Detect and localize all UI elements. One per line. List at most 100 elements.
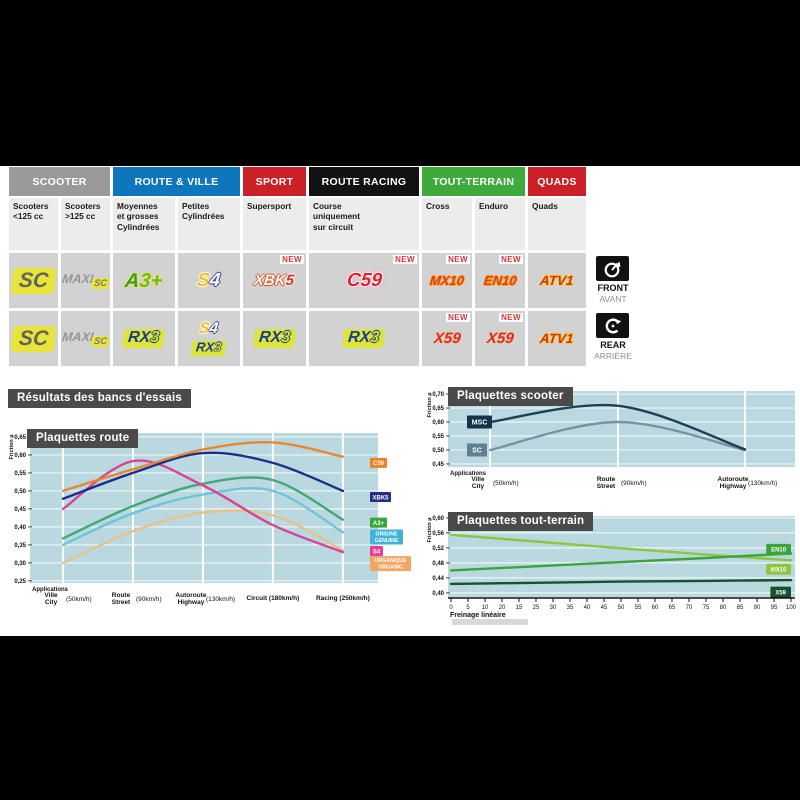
- product-logo-rx3: RX3: [191, 340, 227, 357]
- svg-text:0,30: 0,30: [14, 561, 26, 567]
- category-header: TOUT-TERRAIN: [422, 167, 525, 196]
- svg-text:0,45: 0,45: [14, 507, 26, 513]
- svg-text:MX10: MX10: [771, 568, 787, 574]
- svg-text:Autoroute: Autoroute: [175, 592, 206, 599]
- product-logo-xbk5: XBK5: [253, 272, 296, 289]
- svg-text:45: 45: [601, 605, 608, 611]
- svg-text:10: 10: [482, 605, 489, 611]
- product-cell: NEW EN10: [475, 253, 525, 308]
- product-logo-s4: S4: [196, 270, 222, 291]
- product-cell: NEW X59: [475, 311, 525, 366]
- product-cell: ATV1: [528, 253, 586, 308]
- svg-text:XBK5: XBK5: [372, 495, 389, 501]
- product-cell: RX3: [243, 311, 306, 366]
- rear-caliper-icon: [596, 313, 629, 338]
- front-products-row: SC MAXISC A3+ S4 NEW XBK5 NEW C59 NEW MX10 NEW EN10…: [9, 253, 586, 308]
- svg-text:0,60: 0,60: [14, 453, 26, 459]
- product-logo-a3: A3+: [124, 269, 164, 292]
- front-disc-icon: [596, 256, 629, 281]
- svg-text:Route: Route: [112, 592, 131, 599]
- category-header: SCOOTER: [9, 167, 110, 196]
- product-cell: NEW C59: [309, 253, 419, 308]
- svg-text:0: 0: [449, 605, 453, 611]
- product-cell: S4 RX3: [178, 311, 240, 366]
- svg-text:Ville: Ville: [471, 476, 485, 483]
- svg-text:95: 95: [771, 605, 778, 611]
- svg-text:0,40: 0,40: [432, 591, 444, 597]
- svg-text:(50km/h): (50km/h): [66, 596, 92, 603]
- svg-text:0,35: 0,35: [14, 543, 26, 549]
- svg-text:Street: Street: [112, 599, 131, 606]
- rear-products-row: SC MAXISC RX3 S4 RX3 RX3 RX3 NEW X59 NEW X59 ATV1: [9, 311, 586, 366]
- product-logo-sc: SC: [10, 267, 57, 294]
- svg-text:100: 100: [786, 605, 797, 611]
- svg-text:0,65: 0,65: [432, 406, 444, 412]
- product-logo-x59: X59: [432, 330, 462, 347]
- subcategory-row: Scooters <125 cc Scooters >125 cc Moyennes…: [9, 198, 586, 250]
- product-cell: A3+: [113, 253, 175, 308]
- route-friction-chart: 0,65 0,60 0,55 0,50 0,45 0,40 0,35 0,30 0,25 Fric…: [9, 433, 411, 606]
- svg-text:GENUINE: GENUINE: [375, 538, 399, 544]
- product-logo-atv1: ATV1: [539, 272, 575, 288]
- product-logo-sc: SC: [10, 325, 57, 352]
- svg-text:0,60: 0,60: [432, 420, 444, 426]
- product-cell: NEW MX10: [422, 253, 472, 308]
- svg-text:Circuit (180km/h): Circuit (180km/h): [247, 595, 300, 602]
- product-cell: ATV1: [528, 311, 586, 366]
- svg-text:0,55: 0,55: [14, 471, 26, 477]
- svg-text:Racing (250km/h): Racing (250km/h): [316, 595, 370, 602]
- svg-text:35: 35: [567, 605, 574, 611]
- offroad-chart-title: Plaquettes tout-terrain: [448, 512, 594, 531]
- svg-text:Autoroute: Autoroute: [718, 476, 749, 483]
- svg-text:Friction µ: Friction µ: [427, 518, 433, 543]
- route-chart-title: Plaquettes route: [27, 429, 139, 448]
- svg-text:0,55: 0,55: [432, 434, 444, 440]
- svg-text:0,65: 0,65: [14, 435, 26, 441]
- product-logo-s4: S4: [198, 319, 220, 338]
- svg-text:65: 65: [669, 605, 676, 611]
- svg-text:25: 25: [533, 605, 540, 611]
- front-label: FRONT: [597, 283, 629, 293]
- product-cell: SC: [9, 253, 58, 308]
- svg-text:C59: C59: [373, 461, 385, 467]
- subcategory-cell: Enduro: [475, 198, 525, 250]
- position-badges: FRONT AVANT REAR ARRIÈRE: [594, 256, 632, 370]
- product-logo-maxisc: MAXISC: [61, 272, 110, 289]
- svg-text:A3+: A3+: [373, 521, 385, 527]
- product-cell: MAXISC: [61, 311, 110, 366]
- rear-label: REAR: [600, 340, 626, 350]
- svg-text:40: 40: [584, 605, 591, 611]
- svg-text:0,50: 0,50: [432, 448, 444, 454]
- svg-text:(90km/h): (90km/h): [621, 480, 647, 487]
- new-badge: NEW: [499, 313, 523, 322]
- svg-text:Friction µ: Friction µ: [427, 393, 433, 418]
- results-section-title: Résultats des bancs d'essais: [8, 389, 191, 408]
- svg-text:Highway: Highway: [178, 599, 205, 606]
- product-logo-atv1: ATV1: [539, 330, 575, 346]
- rear-sublabel: ARRIÈRE: [594, 351, 632, 361]
- svg-text:0,50: 0,50: [14, 489, 26, 495]
- new-badge: NEW: [446, 313, 470, 322]
- svg-text:(130km/h): (130km/h): [748, 480, 777, 487]
- product-cell: SC: [9, 311, 58, 366]
- subcategory-cell: Cross: [422, 198, 472, 250]
- subcategory-cell: Quads: [528, 198, 586, 250]
- new-badge: NEW: [499, 255, 523, 264]
- application-table: SCOOTER ROUTE & VILLE SPORT ROUTE RACING TOU…: [9, 167, 586, 366]
- svg-text:Highway: Highway: [720, 483, 747, 490]
- svg-text:0,48: 0,48: [432, 561, 444, 567]
- svg-text:Ville: Ville: [44, 592, 58, 599]
- svg-text:(130km/h): (130km/h): [206, 596, 235, 603]
- product-cell: RX3: [309, 311, 419, 366]
- subcategory-cell: Scooters <125 cc: [9, 198, 58, 250]
- new-badge: NEW: [393, 255, 417, 264]
- rear-badge: REAR ARRIÈRE: [594, 313, 632, 361]
- new-badge: NEW: [446, 255, 470, 264]
- svg-text:Applications: Applications: [450, 471, 487, 477]
- category-header: QUADS: [528, 167, 586, 196]
- svg-text:85: 85: [737, 605, 744, 611]
- product-logo-rx3: RX3: [252, 329, 297, 348]
- svg-text:Route: Route: [597, 476, 616, 483]
- svg-text:X59: X59: [775, 590, 786, 596]
